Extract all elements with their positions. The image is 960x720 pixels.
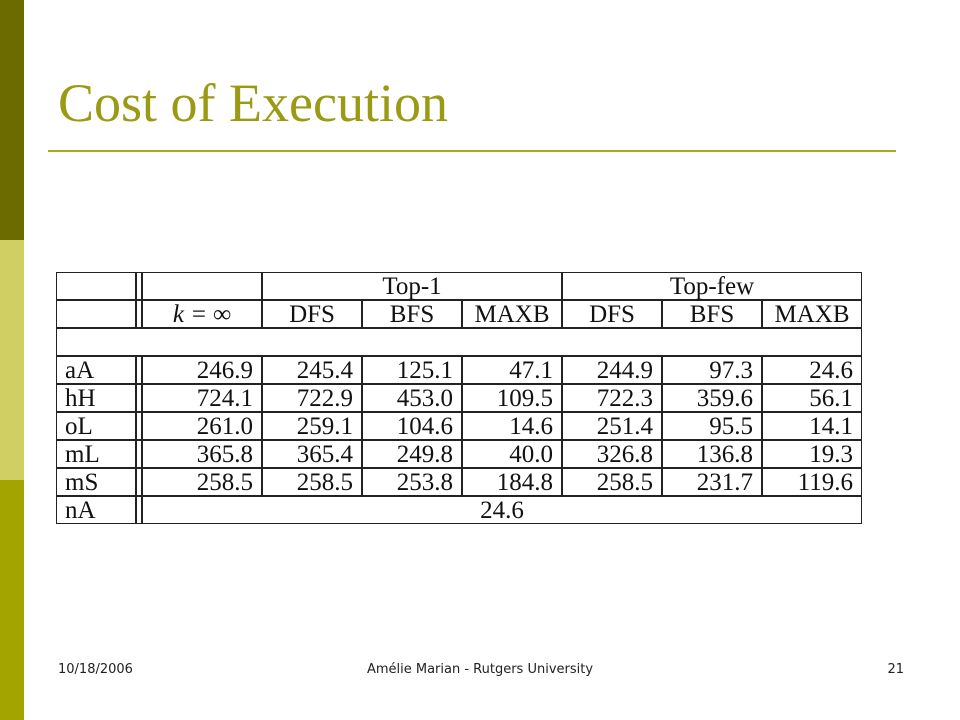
table-header-row-methods: k = ∞ DFS BFS MAXB DFS BFS MAXB [56,300,862,328]
column-gap [136,412,142,440]
sidebar-band-middle [0,240,24,480]
merged-value-cell: 24.6 [142,496,862,524]
empty-label-cell [56,300,136,328]
cost-table-container: Top-1 Top-few k = ∞ DFS BFS MAXB DFS BFS… [56,272,862,524]
row-label: nA [56,496,136,524]
row-label: hH [56,384,136,412]
table-cell: 258.5 [142,468,262,496]
column-gap [136,440,142,468]
table-row: mS 258.5 258.5 253.8 184.8 258.5 231.7 1… [56,468,862,496]
table-cell: 14.6 [462,412,562,440]
column-gap [136,384,142,412]
group-header-topfew: Top-few [562,272,862,300]
table-header-row-groups: Top-1 Top-few [56,272,862,300]
title-rule [48,150,896,152]
table-cell: 251.4 [562,412,662,440]
table-cell: 365.4 [262,440,362,468]
table-cell: 359.6 [662,384,762,412]
group-header-top1: Top-1 [262,272,562,300]
table-cell: 326.8 [562,440,662,468]
empty-k-cell [142,272,262,300]
table-cell: 136.8 [662,440,762,468]
table-cell: 109.5 [462,384,562,412]
table-cell: 97.3 [662,356,762,384]
cost-table: Top-1 Top-few k = ∞ DFS BFS MAXB DFS BFS… [56,272,862,524]
row-label: oL [56,412,136,440]
column-gap [136,356,142,384]
table-cell: 249.8 [362,440,462,468]
table-row: oL 261.0 259.1 104.6 14.6 251.4 95.5 14.… [56,412,862,440]
row-label: mL [56,440,136,468]
table-row: aA 246.9 245.4 125.1 47.1 244.9 97.3 24.… [56,356,862,384]
table-row: mL 365.8 365.4 249.8 40.0 326.8 136.8 19… [56,440,862,468]
column-gap [136,300,142,328]
subheader-bfs-topfew: BFS [662,300,762,328]
table-cell: 453.0 [362,384,462,412]
table-cell: 47.1 [462,356,562,384]
empty-corner-cell [56,272,136,300]
table-cell: 258.5 [562,468,662,496]
slide-title: Cost of Execution [58,73,448,133]
subheader-maxb-topfew: MAXB [762,300,862,328]
separator-cell [56,328,862,356]
subheader-dfs-top1: DFS [262,300,362,328]
table-cell: 259.1 [262,412,362,440]
table-cell: 184.8 [462,468,562,496]
table-cell: 24.6 [762,356,862,384]
subheader-dfs-topfew: DFS [562,300,662,328]
column-gap [136,468,142,496]
table-row: hH 724.1 722.9 453.0 109.5 722.3 359.6 5… [56,384,862,412]
subheader-maxb-top1: MAXB [462,300,562,328]
table-cell: 56.1 [762,384,862,412]
table-cell: 258.5 [262,468,362,496]
table-cell: 104.6 [362,412,462,440]
table-cell: 40.0 [462,440,562,468]
table-cell: 722.3 [562,384,662,412]
row-label: mS [56,468,136,496]
table-cell: 125.1 [362,356,462,384]
sidebar-band-bottom [0,480,24,720]
subheader-bfs-top1: BFS [362,300,462,328]
table-cell: 119.6 [762,468,862,496]
table-cell: 246.9 [142,356,262,384]
column-gap [136,272,142,300]
table-row-na: nA 24.6 [56,496,862,524]
row-label: aA [56,356,136,384]
table-cell: 231.7 [662,468,762,496]
sidebar-band-top [0,0,24,240]
column-gap [136,496,142,524]
table-cell: 95.5 [662,412,762,440]
table-cell: 19.3 [762,440,862,468]
table-cell: 244.9 [562,356,662,384]
k-infinity-header: k = ∞ [142,300,262,328]
footer-date: 10/18/2006 [58,662,133,677]
table-cell: 253.8 [362,468,462,496]
table-cell: 14.1 [762,412,862,440]
sidebar [0,0,24,720]
table-cell: 261.0 [142,412,262,440]
table-cell: 724.1 [142,384,262,412]
footer-page-number: 21 [887,662,904,677]
header-separator [56,328,862,356]
table-cell: 365.8 [142,440,262,468]
table-cell: 722.9 [262,384,362,412]
table-cell: 245.4 [262,356,362,384]
footer-author: Amélie Marian - Rutgers University [366,662,594,677]
